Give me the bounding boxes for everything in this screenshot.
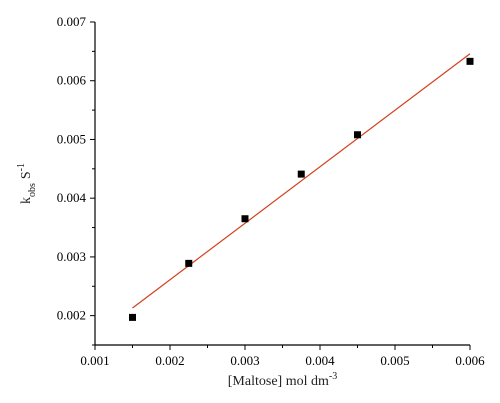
x-axis-title-text: [Maltose] mol dm <box>228 374 329 389</box>
x-axis-title-superscript: -3 <box>329 371 337 382</box>
data-point <box>466 57 474 65</box>
y-axis-title: kobs S-1 <box>16 163 38 204</box>
y-axis-title-subscript: obs <box>27 183 38 197</box>
data-point <box>241 215 249 223</box>
y-tick-label: 0.005 <box>57 131 86 146</box>
x-tick-label: 0.005 <box>380 353 409 368</box>
y-tick-label: 0.004 <box>57 190 87 205</box>
x-axis-ticks: 0.001 0.002 0.003 0.004 0.005 0.006 <box>80 345 485 368</box>
data-point <box>129 313 136 321</box>
data-point <box>297 170 305 178</box>
x-tick-label: 0.003 <box>230 353 259 368</box>
plot-axes <box>94 22 470 346</box>
x-tick-label: 0.006 <box>455 353 485 368</box>
y-axis-title-superscript: -1 <box>16 163 27 171</box>
y-axis-title-unit: S <box>19 171 34 179</box>
y-tick-label: 0.002 <box>57 308 86 323</box>
x-axis-title: [Maltose] mol dm-3 <box>228 371 337 389</box>
x-tick-label: 0.001 <box>80 353 109 368</box>
y-tick-label: 0.003 <box>57 249 86 264</box>
data-point <box>185 259 193 267</box>
y-tick-label: 0.007 <box>57 14 87 29</box>
data-point <box>354 131 361 139</box>
y-axis-title-symbol: k <box>19 197 34 204</box>
x-tick-label: 0.002 <box>155 353 184 368</box>
x-tick-label: 0.004 <box>305 353 335 368</box>
data-points-layer <box>129 57 474 321</box>
y-axis-ticks: 0.002 0.003 0.004 0.005 0.006 0.007 <box>57 14 95 346</box>
fit-line-layer <box>132 53 471 309</box>
linear-fit-line <box>132 53 471 309</box>
y-tick-label: 0.006 <box>57 73 87 88</box>
